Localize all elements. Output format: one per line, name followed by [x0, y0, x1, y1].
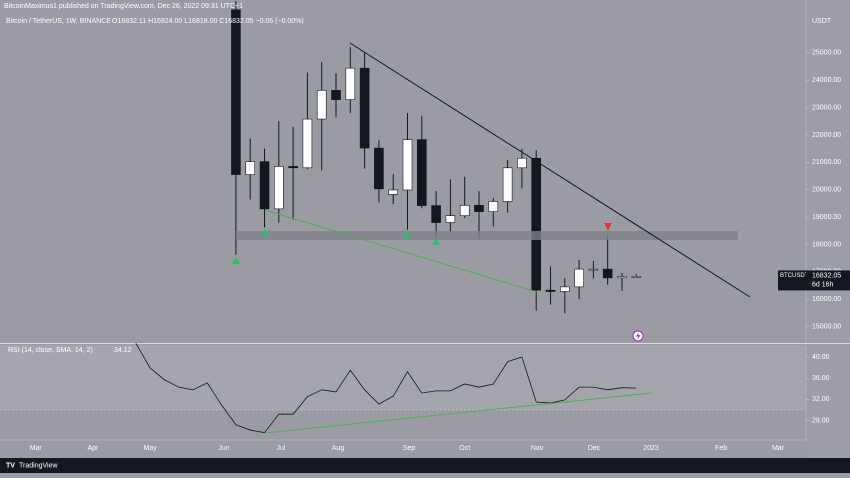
footer: [0, 458, 850, 473]
candle-body: [617, 276, 627, 279]
candle-body: [259, 161, 270, 210]
candle-body: [417, 139, 427, 206]
y-tick-label: 40.00: [812, 354, 830, 361]
x-tick-label: Feb: [715, 445, 727, 452]
bearish-marker: [604, 223, 612, 230]
candle-body: [331, 90, 341, 100]
y-tick-label: 23000.00: [812, 104, 841, 111]
x-tick-label: Dec: [588, 445, 601, 452]
support-trendline: [264, 209, 538, 293]
y-tick-label: 20000.00: [812, 187, 841, 194]
x-tick-label: Aug: [332, 445, 345, 452]
candle-body: [374, 147, 384, 190]
y-tick-label: 18000.00: [812, 241, 841, 248]
x-tick-label: Nov: [531, 445, 544, 452]
support-zone: [236, 231, 738, 240]
rsi-line: [135, 342, 637, 434]
price-badge-value: 16832.05: [812, 272, 841, 279]
y-tick-label: 32.00: [812, 396, 830, 403]
candle-body: [359, 67, 370, 149]
x-tick-label: Mar: [772, 445, 785, 452]
x-tick-label: Jul: [276, 445, 285, 452]
candle-body: [302, 118, 313, 169]
x-tick-label: 2023: [643, 445, 659, 452]
publisher: BitcoinMaximus1 published on TradingView…: [4, 3, 243, 10]
candle-body: [559, 286, 570, 292]
brand-logo: TV: [6, 462, 15, 469]
currency: USDT: [812, 18, 832, 25]
candle-body: [474, 205, 484, 212]
candle-body: [631, 276, 642, 278]
y-tick-label: 19000.00: [812, 214, 841, 221]
symbol: Bitcoin / TetherUS, 1W, BINANCE: [6, 18, 111, 25]
x-tick-label: Sep: [403, 445, 416, 452]
rsi-value: 34.12: [114, 347, 132, 354]
x-tick-label: Mar: [30, 445, 43, 452]
y-tick-label: 16000.00: [812, 296, 841, 303]
ohlc: O16832.11 H16924.00 L16818.00 C16832.05 …: [112, 18, 304, 25]
candle-body: [288, 166, 298, 169]
candle-body: [574, 268, 584, 288]
candle-body: [602, 268, 613, 279]
price-scale-badge: [806, 270, 850, 291]
candle-body: [388, 189, 399, 195]
candle-body: [445, 215, 456, 223]
candle-body: [316, 90, 327, 120]
x-tick-label: May: [144, 445, 158, 452]
y-tick-label: 36.00: [812, 375, 830, 382]
candle-body: [588, 268, 599, 271]
candle-body: [231, 9, 241, 175]
x-tick-label: Apr: [87, 445, 99, 452]
candle-body: [245, 161, 256, 175]
resistance-trendline: [349, 42, 751, 298]
y-tick-label: 21000.00: [812, 159, 841, 166]
candle-body: [531, 157, 541, 291]
candle-body: [502, 167, 513, 202]
rsi-band: [0, 345, 805, 410]
rsi-title: RSI (14, close, SMA, 14, 2): [8, 347, 93, 354]
y-tick-label: 28.00: [812, 417, 830, 424]
price-badge-symbol: BTCUSDT: [780, 273, 809, 279]
price-scale: [806, 0, 850, 458]
y-tick-label: 15000.00: [812, 323, 841, 330]
x-tick-label: Jun: [218, 445, 229, 452]
candle-body: [402, 139, 413, 191]
y-tick-label: 22000.00: [812, 132, 841, 139]
x-tick-label: Oct: [459, 445, 470, 452]
candle-body: [459, 205, 470, 217]
candle-body: [431, 205, 441, 223]
rsi-trendline: [264, 392, 653, 434]
price-badge-countdown: 6d 16h: [812, 281, 834, 288]
price-badge: [778, 270, 806, 291]
y-tick-label: 24000.00: [812, 77, 841, 84]
y-tick-label: 25000.00: [812, 50, 841, 57]
candle-body: [345, 67, 356, 100]
candle-body: [545, 289, 556, 292]
brand: TradingView: [19, 462, 58, 469]
candle-body: [517, 157, 527, 169]
candle-body: [274, 166, 284, 210]
candle-body: [488, 201, 499, 212]
event-icon-bolt: [636, 332, 641, 340]
